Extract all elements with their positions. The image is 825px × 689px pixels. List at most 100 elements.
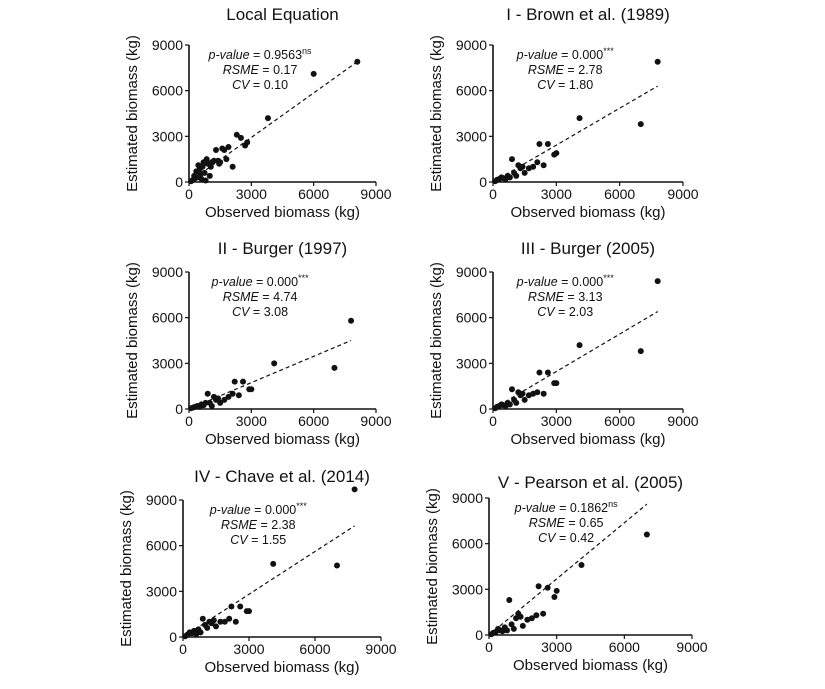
- data-point: [244, 139, 251, 146]
- stat-fragment: 0.10: [264, 78, 288, 92]
- rsme-annotation: RSME = 2.78: [528, 63, 603, 77]
- data-point: [199, 615, 206, 622]
- stat-fragment: 3.08: [264, 305, 288, 319]
- data-point: [521, 396, 528, 403]
- data-point: [217, 159, 224, 166]
- stat-fragment: CV: [232, 78, 251, 92]
- y-axis-title: Estimated biomass (kg): [424, 488, 441, 645]
- data-point: [576, 115, 583, 122]
- stat-fragment: ***: [603, 46, 614, 56]
- data-point: [578, 561, 585, 568]
- data-point: [540, 390, 547, 397]
- data-point: [228, 603, 235, 610]
- data-point: [509, 156, 515, 163]
- x-axis-title: Observed biomass (kg): [204, 659, 359, 676]
- y-tick-label: 0: [479, 174, 487, 190]
- data-point: [210, 157, 217, 164]
- stat-fragment: p-value: [516, 48, 558, 62]
- pvalue-annotation: p-value = 0.000***: [516, 46, 615, 62]
- rsme-annotation: RSME = 3.13: [528, 290, 603, 304]
- data-point: [232, 618, 239, 625]
- x-tick-label: 0: [489, 186, 497, 202]
- data-point: [528, 615, 535, 622]
- stat-fragment: 1.80: [569, 78, 593, 92]
- panel-title: II - Burger (1997): [218, 239, 347, 258]
- stat-fragment: 0.000: [572, 275, 603, 289]
- rsme-annotation: RSME = 0.17: [223, 63, 298, 77]
- scatter-panel-5: IV - Chave et al. (2014) 0 3000 6000 9000 0 30…: [118, 467, 397, 676]
- stat-fragment: CV: [537, 305, 556, 319]
- data-point: [519, 390, 526, 397]
- stat-fragment: RSME: [223, 290, 260, 304]
- x-tick-label: 3000: [541, 639, 572, 655]
- data-point: [534, 389, 541, 396]
- data-point: [540, 610, 547, 617]
- stat-fragment: ***: [296, 501, 307, 511]
- y-axis-title: Estimated biomass (kg): [124, 35, 141, 192]
- x-axis-title: Observed biomass (kg): [205, 431, 360, 448]
- data-point: [517, 613, 524, 620]
- x-tick-label: 3000: [236, 186, 267, 202]
- y-tick-label: 9000: [456, 264, 487, 280]
- scatter-panel-4: III - Burger (2005) 0 3000 6000 9000 0 3000 600…: [428, 239, 699, 448]
- cv-annotation: CV = 2.03: [537, 305, 593, 319]
- y-tick-label: 6000: [456, 310, 487, 326]
- cv-annotation: CV = 3.08: [232, 305, 288, 319]
- rsme-annotation: RSME = 0.65: [529, 516, 604, 530]
- data-point: [226, 615, 233, 622]
- data-point: [637, 348, 644, 355]
- rsme-annotation: RSME = 4.74: [223, 290, 298, 304]
- stat-fragment: 0.42: [570, 531, 594, 545]
- data-point: [524, 616, 531, 623]
- data-point: [235, 392, 242, 399]
- stat-fragment: 3.13: [578, 290, 602, 304]
- data-point: [203, 156, 210, 163]
- y-tick-label: 3000: [152, 128, 183, 144]
- data-point: [536, 369, 543, 376]
- data-point: [240, 378, 247, 385]
- x-tick-label: 9000: [667, 413, 698, 429]
- data-point: [637, 121, 644, 128]
- stat-fragment: 0.1862: [570, 501, 608, 515]
- panel-title: V - Pearson et al. (2005): [498, 473, 683, 492]
- data-point: [533, 612, 540, 619]
- panel-title: IV - Chave et al. (2014): [194, 467, 370, 486]
- data-point: [553, 150, 560, 157]
- data-point: [210, 617, 217, 624]
- stat-fragment: CV: [230, 533, 249, 547]
- data-point: [221, 396, 228, 403]
- x-tick-label: 6000: [604, 413, 635, 429]
- data-point: [202, 399, 209, 406]
- data-point: [535, 583, 542, 590]
- y-tick-label: 6000: [146, 538, 177, 554]
- data-point: [271, 360, 278, 367]
- data-point: [204, 390, 211, 397]
- y-tick-label: 3000: [146, 583, 177, 599]
- data-point: [513, 615, 520, 622]
- stat-fragment: RSME: [223, 63, 260, 77]
- y-tick-label: 6000: [452, 536, 483, 552]
- stat-fragment: p-value: [516, 275, 558, 289]
- data-point: [534, 159, 541, 166]
- y-tick-label: 0: [175, 401, 183, 417]
- data-point: [237, 603, 244, 610]
- stat-fragment: 2.38: [271, 518, 295, 532]
- data-point: [229, 163, 236, 170]
- stat-fragment: p-value: [211, 275, 253, 289]
- data-point: [197, 629, 204, 636]
- data-point: [246, 608, 252, 615]
- data-point: [544, 369, 551, 376]
- y-tick-label: 6000: [152, 310, 183, 326]
- y-tick-label: 3000: [456, 128, 487, 144]
- panel-title: I - Brown et al. (1989): [506, 5, 669, 24]
- stat-fragment: CV: [538, 531, 557, 545]
- data-point: [521, 169, 528, 176]
- x-tick-label: 3000: [541, 413, 572, 429]
- data-point: [513, 399, 520, 406]
- y-tick-label: 3000: [152, 355, 183, 371]
- x-tick-label: 9000: [667, 186, 698, 202]
- y-tick-label: 9000: [146, 492, 177, 508]
- stat-fragment: 1.55: [262, 533, 286, 547]
